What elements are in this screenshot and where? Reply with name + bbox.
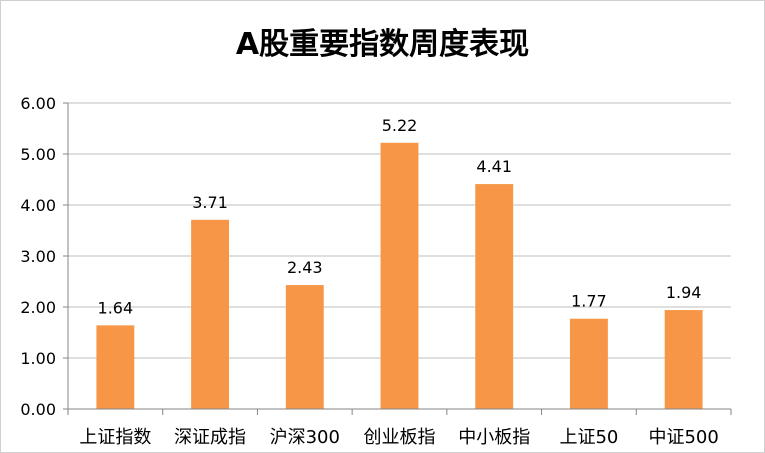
data-label: 3.71 (192, 193, 228, 212)
bar (191, 219, 230, 409)
bars (96, 142, 703, 409)
data-label: 5.22 (382, 116, 418, 135)
x-tick-label: 创业板指 (364, 427, 436, 448)
data-label: 4.41 (476, 157, 512, 176)
bar (664, 310, 703, 409)
bar (569, 318, 608, 409)
x-tick-label: 深证成指 (174, 427, 246, 448)
y-tick-label: 0.00 (20, 400, 56, 419)
axes (63, 102, 732, 415)
chart-title: A股重要指数周度表现 (235, 27, 530, 62)
y-tick-label: 2.00 (20, 298, 56, 317)
y-tick-label: 6.00 (20, 94, 56, 113)
x-tick-label: 中证500 (648, 427, 718, 448)
x-axis-ticks: 上证指数 深证成指 沪深300 创业板指 中小板指 上证50 中证500 (79, 427, 718, 448)
y-tick-label: 4.00 (20, 196, 56, 215)
y-tick-label: 3.00 (20, 247, 56, 266)
x-tick-label: 中小板指 (458, 427, 530, 448)
bar (475, 184, 514, 409)
data-label: 1.77 (571, 292, 607, 311)
bar (285, 285, 324, 409)
data-label: 1.64 (98, 298, 134, 317)
x-tick-label: 上证50 (559, 427, 618, 448)
data-label: 2.43 (287, 258, 323, 277)
y-tick-label: 1.00 (20, 349, 56, 368)
data-label: 1.94 (666, 283, 702, 302)
y-tick-label: 5.00 (20, 145, 56, 164)
data-labels: 1.64 3.71 2.43 5.22 4.41 1.77 1.94 (98, 116, 702, 318)
y-axis-ticks: 0.00 1.00 2.00 3.00 4.00 5.00 6.00 (20, 94, 56, 419)
x-tick-label: 上证指数 (79, 427, 151, 448)
bar (380, 142, 419, 409)
bar (96, 325, 135, 409)
x-tick-label: 沪深300 (270, 427, 340, 448)
